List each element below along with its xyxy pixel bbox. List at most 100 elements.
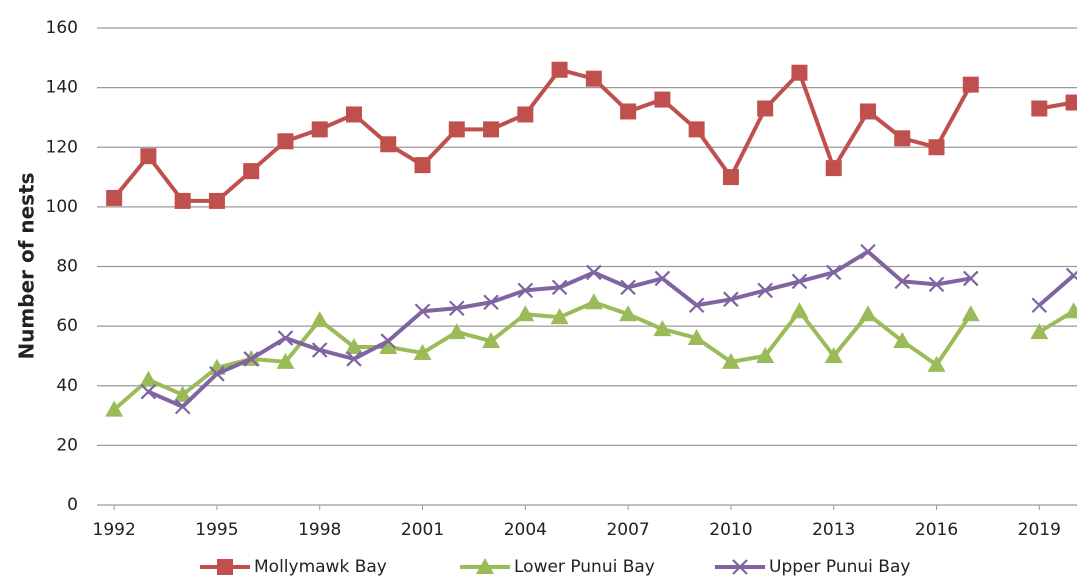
marker — [654, 270, 671, 287]
series-line — [147, 249, 1075, 409]
marker — [722, 169, 739, 186]
marker — [586, 264, 602, 281]
marker — [174, 192, 191, 209]
x-tick-label: 2007 — [606, 520, 649, 540]
marker — [345, 106, 362, 123]
marker — [380, 136, 397, 153]
marker — [962, 76, 979, 93]
marker — [310, 311, 329, 328]
marker — [379, 337, 398, 354]
marker — [732, 559, 748, 575]
marker — [962, 270, 979, 287]
marker — [277, 330, 294, 346]
marker — [858, 305, 877, 322]
marker — [140, 383, 157, 400]
x-tick-label: 2013 — [812, 520, 855, 540]
legend-label: Lower Punui Bay — [514, 557, 655, 577]
marker — [757, 100, 774, 117]
series-line — [112, 67, 1074, 203]
marker — [620, 279, 636, 296]
marker — [723, 291, 739, 308]
x-tick-label: 2004 — [504, 520, 547, 540]
marker — [346, 351, 362, 367]
legend-label: Mollymawk Bay — [254, 557, 387, 577]
marker — [551, 279, 568, 296]
marker — [688, 121, 705, 138]
marker — [447, 323, 466, 340]
marker — [927, 355, 946, 372]
y-tick-label: 0 — [67, 495, 78, 515]
marker — [174, 398, 191, 415]
marker — [482, 332, 501, 349]
marker — [791, 273, 808, 290]
marker — [448, 121, 465, 138]
y-tick-label: 80 — [56, 257, 78, 277]
marker — [476, 558, 494, 574]
marker — [824, 346, 843, 363]
marker — [517, 282, 534, 299]
marker — [894, 273, 911, 290]
marker — [517, 106, 534, 123]
x-tick-label: 2019 — [1018, 520, 1061, 540]
marker — [173, 385, 192, 402]
y-tick-label: 120 — [46, 137, 78, 157]
marker — [1031, 100, 1048, 117]
marker — [516, 305, 535, 322]
marker — [757, 282, 773, 299]
marker — [311, 342, 328, 358]
marker — [243, 351, 259, 367]
x-tick-label: 1998 — [298, 520, 341, 540]
marker — [106, 189, 123, 206]
marker — [859, 103, 876, 120]
marker — [894, 130, 911, 147]
marker — [276, 352, 295, 369]
marker — [756, 346, 775, 363]
marker — [860, 243, 876, 260]
marker — [928, 276, 945, 293]
marker — [414, 157, 431, 174]
x-tick-label: 1995 — [195, 520, 238, 540]
y-tick-label: 100 — [46, 197, 78, 217]
y-tick-label: 20 — [56, 435, 78, 455]
x-tick-label: 2001 — [401, 520, 444, 540]
marker — [584, 293, 603, 310]
x-tick-label: 2016 — [915, 520, 958, 540]
marker — [277, 133, 294, 150]
y-tick-label: 160 — [46, 18, 78, 38]
x-tick-label: 1992 — [93, 520, 136, 540]
marker — [243, 163, 260, 180]
marker — [653, 320, 672, 337]
marker — [449, 300, 465, 317]
marker — [893, 332, 912, 349]
marker — [620, 103, 637, 120]
marker — [483, 294, 499, 311]
marker — [654, 91, 671, 108]
marker — [1030, 323, 1049, 340]
marker — [483, 121, 500, 138]
marker — [585, 70, 602, 87]
y-axis-label: Number of nests — [15, 172, 39, 359]
marker — [825, 160, 842, 177]
marker — [928, 139, 945, 156]
marker — [380, 333, 397, 349]
marker — [208, 192, 225, 209]
y-tick-label: 60 — [56, 316, 78, 336]
marker — [1065, 94, 1077, 111]
marker — [311, 121, 328, 138]
marker — [414, 303, 431, 319]
marker — [961, 305, 980, 322]
plot-area — [105, 61, 1077, 417]
marker — [551, 61, 568, 78]
marker — [1064, 302, 1077, 319]
marker — [1065, 267, 1077, 284]
marker — [688, 297, 705, 314]
marker — [721, 352, 740, 369]
y-tick-label: 40 — [56, 376, 78, 396]
marker — [550, 308, 569, 325]
marker — [139, 370, 158, 387]
marker — [413, 343, 432, 360]
marker — [619, 305, 638, 322]
x-tick-label: 2010 — [709, 520, 752, 540]
marker — [344, 337, 363, 354]
